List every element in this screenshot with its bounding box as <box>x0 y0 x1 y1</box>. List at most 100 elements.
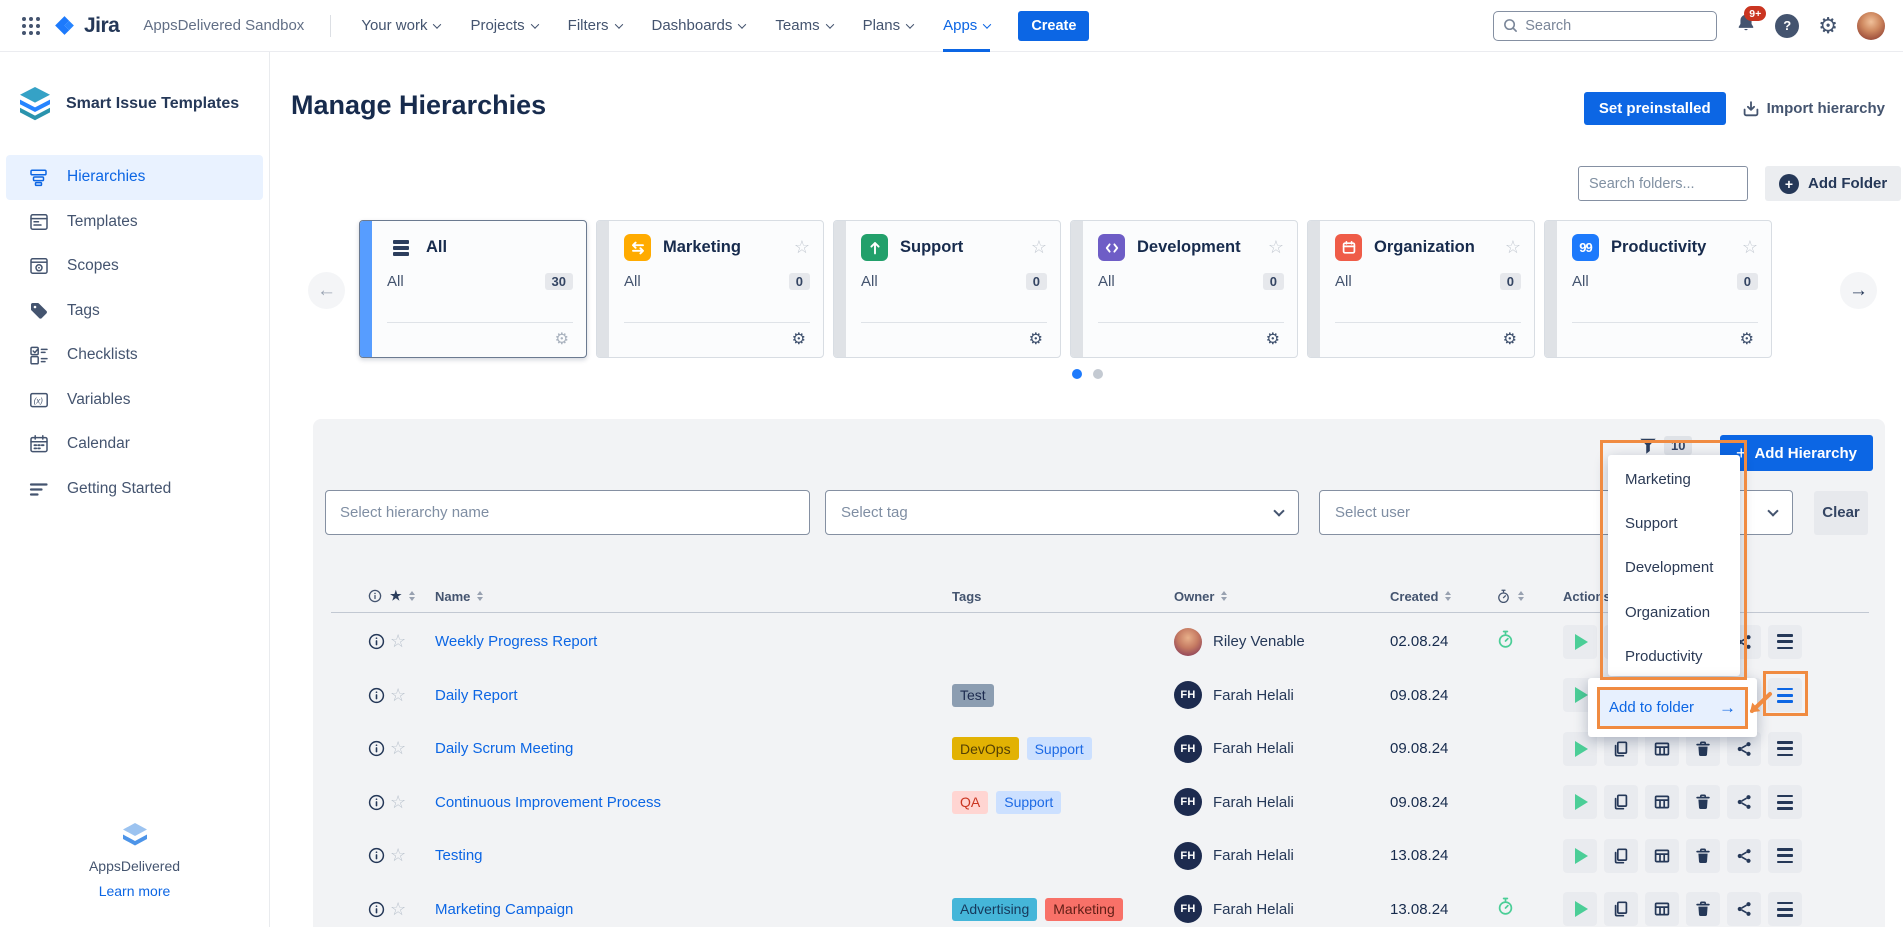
run-button[interactable] <box>1563 731 1597 766</box>
tag-filter-select[interactable]: Select tag <box>825 490 1299 535</box>
copy-button[interactable] <box>1604 838 1638 873</box>
sidebar-item-calendar[interactable]: Calendar <box>6 422 263 467</box>
filter-funnel-icon[interactable] <box>1638 437 1657 455</box>
menu-item-marketing[interactable]: Marketing <box>1625 470 1691 488</box>
folder-settings-gear-icon[interactable]: ⚙ <box>554 331 569 348</box>
hierarchy-name-link[interactable]: Daily Scrum Meeting <box>435 740 574 758</box>
owner-column-header[interactable]: Owner <box>1174 589 1390 604</box>
sidebar-item-getting-started[interactable]: Getting Started <box>6 467 263 512</box>
folder-settings-gear-icon[interactable]: ⚙ <box>1028 331 1043 348</box>
folder-card-all[interactable]: All All 30 ⚙ <box>359 220 587 358</box>
set-preinstalled-button[interactable]: Set preinstalled <box>1583 92 1726 125</box>
sidebar-item-variables[interactable]: (x) Variables <box>6 378 263 423</box>
nav-apps[interactable]: Apps <box>943 0 992 52</box>
copy-button[interactable] <box>1604 785 1638 820</box>
favorite-column-header[interactable]: ★ <box>390 588 435 604</box>
favorite-star-icon[interactable]: ☆ <box>390 738 407 759</box>
row-menu-button[interactable] <box>1768 785 1802 820</box>
info-icon[interactable] <box>368 687 390 704</box>
delete-button[interactable] <box>1686 892 1720 927</box>
nav-your-work[interactable]: Your work <box>361 0 442 52</box>
table-view-button[interactable] <box>1645 892 1679 927</box>
copy-button[interactable] <box>1604 731 1638 766</box>
folder-settings-gear-icon[interactable]: ⚙ <box>1502 331 1517 348</box>
timer-column-header[interactable] <box>1496 589 1563 604</box>
folder-card-productivity[interactable]: 99 Productivity ☆ All 0 ⚙ <box>1544 220 1772 358</box>
info-icon[interactable] <box>368 847 390 864</box>
hierarchy-name-link[interactable]: Continuous Improvement Process <box>435 793 661 811</box>
hierarchy-name-link[interactable]: Daily Report <box>435 686 518 704</box>
info-icon[interactable] <box>368 740 390 757</box>
nav-dashboards[interactable]: Dashboards <box>652 0 747 52</box>
run-button[interactable] <box>1563 785 1597 820</box>
menu-item-productivity[interactable]: Productivity <box>1625 648 1703 666</box>
carousel-dot-1[interactable] <box>1072 369 1082 379</box>
hierarchy-name-link[interactable]: Weekly Progress Report <box>435 633 598 651</box>
table-view-button[interactable] <box>1645 731 1679 766</box>
row-menu-button[interactable] <box>1768 838 1802 873</box>
run-button[interactable] <box>1563 838 1597 873</box>
folder-card-organization[interactable]: Organization ☆ All 0 ⚙ <box>1307 220 1535 358</box>
table-view-button[interactable] <box>1645 785 1679 820</box>
sidebar-item-hierarchies[interactable]: Hierarchies <box>6 155 263 200</box>
created-column-header[interactable]: Created <box>1390 589 1496 604</box>
app-switcher-icon[interactable] <box>18 13 44 39</box>
settings-gear-icon[interactable]: ⚙ <box>1818 12 1838 38</box>
delete-button[interactable] <box>1686 838 1720 873</box>
notifications-button[interactable]: 9+ <box>1736 6 1767 38</box>
clear-filters-button[interactable]: Clear <box>1814 490 1868 535</box>
folder-card-support[interactable]: Support ☆ All 0 ⚙ <box>833 220 1061 358</box>
delete-button[interactable] <box>1686 785 1720 820</box>
global-search[interactable] <box>1493 10 1718 41</box>
help-button[interactable]: ? <box>1775 13 1800 38</box>
favorite-star-icon[interactable]: ☆ <box>793 237 810 257</box>
add-folder-button[interactable]: + Add Folder <box>1765 166 1902 201</box>
jira-logo[interactable]: Jira <box>52 13 120 38</box>
row-menu-button[interactable] <box>1768 731 1802 766</box>
share-button[interactable] <box>1727 785 1761 820</box>
info-icon[interactable] <box>368 633 390 650</box>
run-button[interactable] <box>1563 892 1597 927</box>
share-button[interactable] <box>1727 731 1761 766</box>
row-menu-button[interactable] <box>1768 624 1802 659</box>
menu-item-development[interactable]: Development <box>1625 559 1714 577</box>
add-to-folder-menu-item[interactable]: Add to folder → <box>1597 686 1748 729</box>
share-button[interactable] <box>1727 892 1761 927</box>
sidebar-item-checklists[interactable]: Checklists <box>6 333 263 378</box>
nav-filters[interactable]: Filters <box>568 0 623 52</box>
folder-settings-gear-icon[interactable]: ⚙ <box>1265 331 1280 348</box>
sidebar-item-tags[interactable]: Tags <box>6 289 263 334</box>
nav-plans[interactable]: Plans <box>863 0 915 52</box>
favorite-star-icon[interactable]: ☆ <box>390 898 407 919</box>
favorite-star-icon[interactable]: ☆ <box>390 791 407 812</box>
carousel-prev-button[interactable]: ← <box>308 272 345 309</box>
nav-teams[interactable]: Teams <box>775 0 834 52</box>
user-avatar[interactable] <box>1857 11 1885 40</box>
copy-button[interactable] <box>1604 892 1638 927</box>
favorite-star-icon[interactable]: ☆ <box>1267 237 1284 257</box>
carousel-next-button[interactable]: → <box>1840 272 1877 309</box>
row-menu-button[interactable] <box>1768 892 1802 927</box>
menu-item-organization[interactable]: Organization <box>1625 603 1711 621</box>
create-button[interactable]: Create <box>1018 10 1090 41</box>
run-button[interactable] <box>1563 624 1597 659</box>
delete-button[interactable] <box>1686 731 1720 766</box>
menu-item-support[interactable]: Support <box>1625 515 1678 533</box>
search-input[interactable] <box>1525 17 1696 34</box>
add-hierarchy-button[interactable]: + Add Hierarchy <box>1719 435 1873 471</box>
hierarchy-name-link[interactable]: Marketing Campaign <box>435 900 574 918</box>
name-column-header[interactable]: Name <box>435 589 952 604</box>
carousel-dot-2[interactable] <box>1093 369 1103 379</box>
sidebar-item-scopes[interactable]: Scopes <box>6 244 263 289</box>
folder-card-development[interactable]: Development ☆ All 0 ⚙ <box>1070 220 1298 358</box>
favorite-star-icon[interactable]: ☆ <box>1741 237 1758 257</box>
favorite-star-icon[interactable]: ☆ <box>390 631 407 652</box>
learn-more-link[interactable]: Learn more <box>98 883 171 899</box>
folder-settings-gear-icon[interactable]: ⚙ <box>791 331 806 348</box>
row-menu-button-active[interactable] <box>1768 678 1802 713</box>
nav-projects[interactable]: Projects <box>470 0 539 52</box>
info-icon[interactable] <box>368 901 390 918</box>
favorite-star-icon[interactable]: ☆ <box>1030 237 1047 257</box>
table-view-button[interactable] <box>1645 838 1679 873</box>
info-icon[interactable] <box>368 794 390 811</box>
